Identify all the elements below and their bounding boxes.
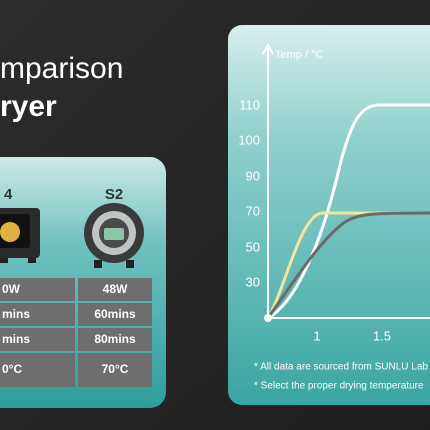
heading-line: ryer xyxy=(0,90,57,123)
y-tick-label: 110 xyxy=(239,97,260,112)
axis-arrow xyxy=(262,42,274,55)
product-image xyxy=(0,208,40,263)
y-tick-label: 50 xyxy=(246,239,260,254)
note: * All data are sourced from SUNLU Lab xyxy=(254,362,428,373)
curve-gray xyxy=(266,211,430,319)
table-cell: 60mins xyxy=(94,307,136,321)
curve-yellow xyxy=(266,211,430,319)
table-cells xyxy=(0,278,152,387)
table-cell: 0W xyxy=(2,282,21,296)
y-tick-label: 90 xyxy=(246,168,260,183)
y-tick-label: 30 xyxy=(246,274,260,289)
table-cell: 70°C xyxy=(102,362,129,376)
table-cell: mins xyxy=(2,332,30,346)
y-axis-label: Temp / °C xyxy=(275,49,323,61)
table-cell: 80mins xyxy=(94,332,136,346)
y-tick-label: 70 xyxy=(246,203,260,218)
y-tick-label: 100 xyxy=(238,132,260,147)
origin-dot xyxy=(264,314,272,322)
x-tick-label: 1 xyxy=(313,328,320,343)
heading-line: mparison xyxy=(0,52,123,85)
note: * Select the proper drying temperature xyxy=(254,381,424,392)
column-header: S2 xyxy=(105,186,123,203)
curve-white xyxy=(267,103,430,320)
table-cell: 48W xyxy=(103,282,128,296)
table-cell: mins xyxy=(2,307,30,321)
product-image xyxy=(84,203,144,268)
column-header: 4 xyxy=(4,186,13,203)
x-tick-label: 1.5 xyxy=(373,328,391,343)
table-cell: 0°C xyxy=(2,362,22,376)
